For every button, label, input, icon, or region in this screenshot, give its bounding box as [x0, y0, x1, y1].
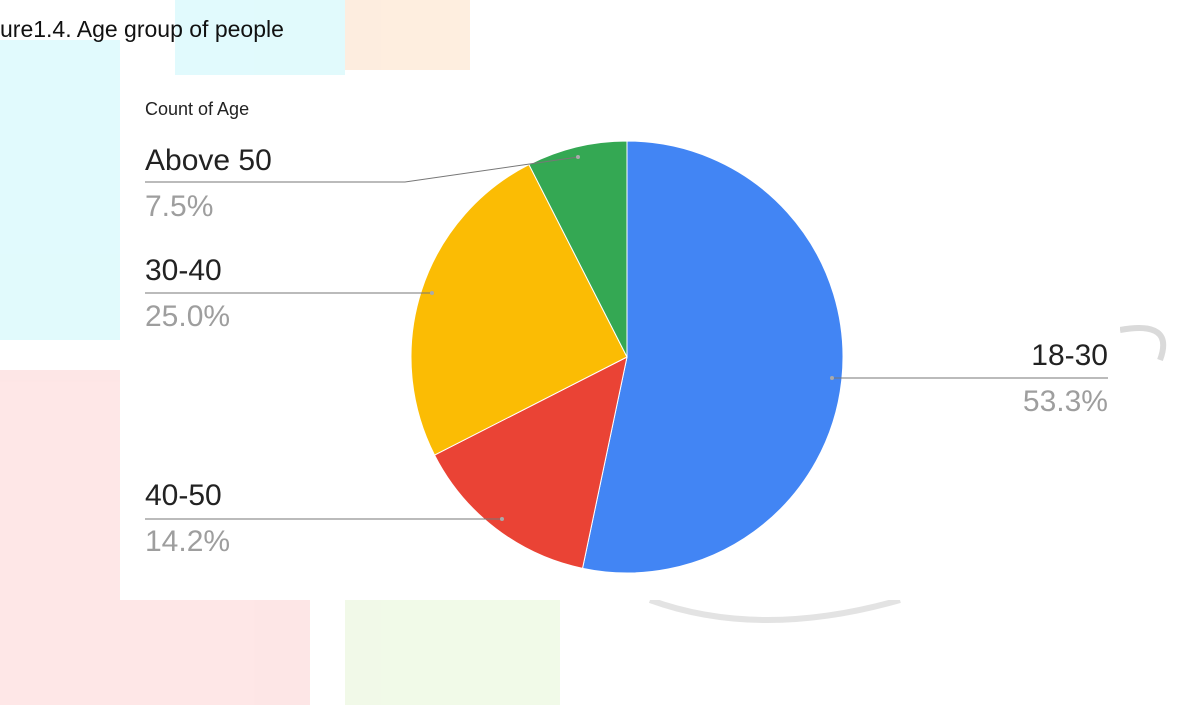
leader-dot [830, 376, 834, 380]
leader-line [145, 156, 579, 183]
leader-dot [576, 155, 580, 159]
slice-label: 30-40 [145, 254, 222, 287]
figure-caption: ure1.4. Age group of people [0, 16, 284, 42]
leader-dot [500, 517, 504, 521]
slice-value-label: 53.3% [1023, 385, 1108, 418]
slice-label: 40-50 [145, 479, 222, 512]
chart-title: Count of Age [145, 99, 249, 119]
slice-value-label: 25.0% [145, 300, 230, 333]
leader-dot [430, 291, 434, 295]
slice-value-label: 7.5% [145, 190, 213, 223]
pie-slice [433, 356, 628, 569]
pie-slice [410, 163, 628, 456]
slice-label: 18-30 [1031, 339, 1108, 372]
pie-slice [581, 140, 844, 574]
slice-value-label: 14.2% [145, 525, 230, 558]
slice-label: Above 50 [145, 144, 272, 177]
